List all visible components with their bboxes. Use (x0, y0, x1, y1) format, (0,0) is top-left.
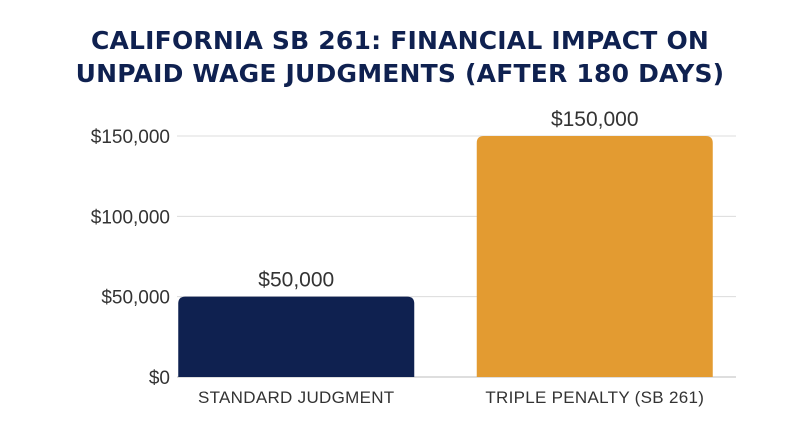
x-category-label: STANDARD JUDGMENT (198, 388, 395, 407)
chart-title: CALIFORNIA SB 261: FINANCIAL IMPACT ON U… (0, 24, 800, 90)
y-tick-label: $100,000 (91, 207, 170, 228)
y-tick-label: $50,000 (101, 288, 170, 309)
data-label: $50,000 (258, 269, 334, 292)
data-label: $150,000 (551, 108, 639, 131)
chart-title-line-2: UNPAID WAGE JUDGMENTS (AFTER 180 DAYS) (75, 59, 725, 88)
x-category-label: TRIPLE PENALTY (SB 261) (485, 388, 704, 407)
y-tick-label: $0 (149, 368, 170, 389)
bar (476, 136, 713, 377)
chart-title-line-1: CALIFORNIA SB 261: FINANCIAL IMPACT ON (90, 26, 710, 55)
bar (178, 296, 415, 377)
y-tick-label: $150,000 (91, 127, 170, 148)
